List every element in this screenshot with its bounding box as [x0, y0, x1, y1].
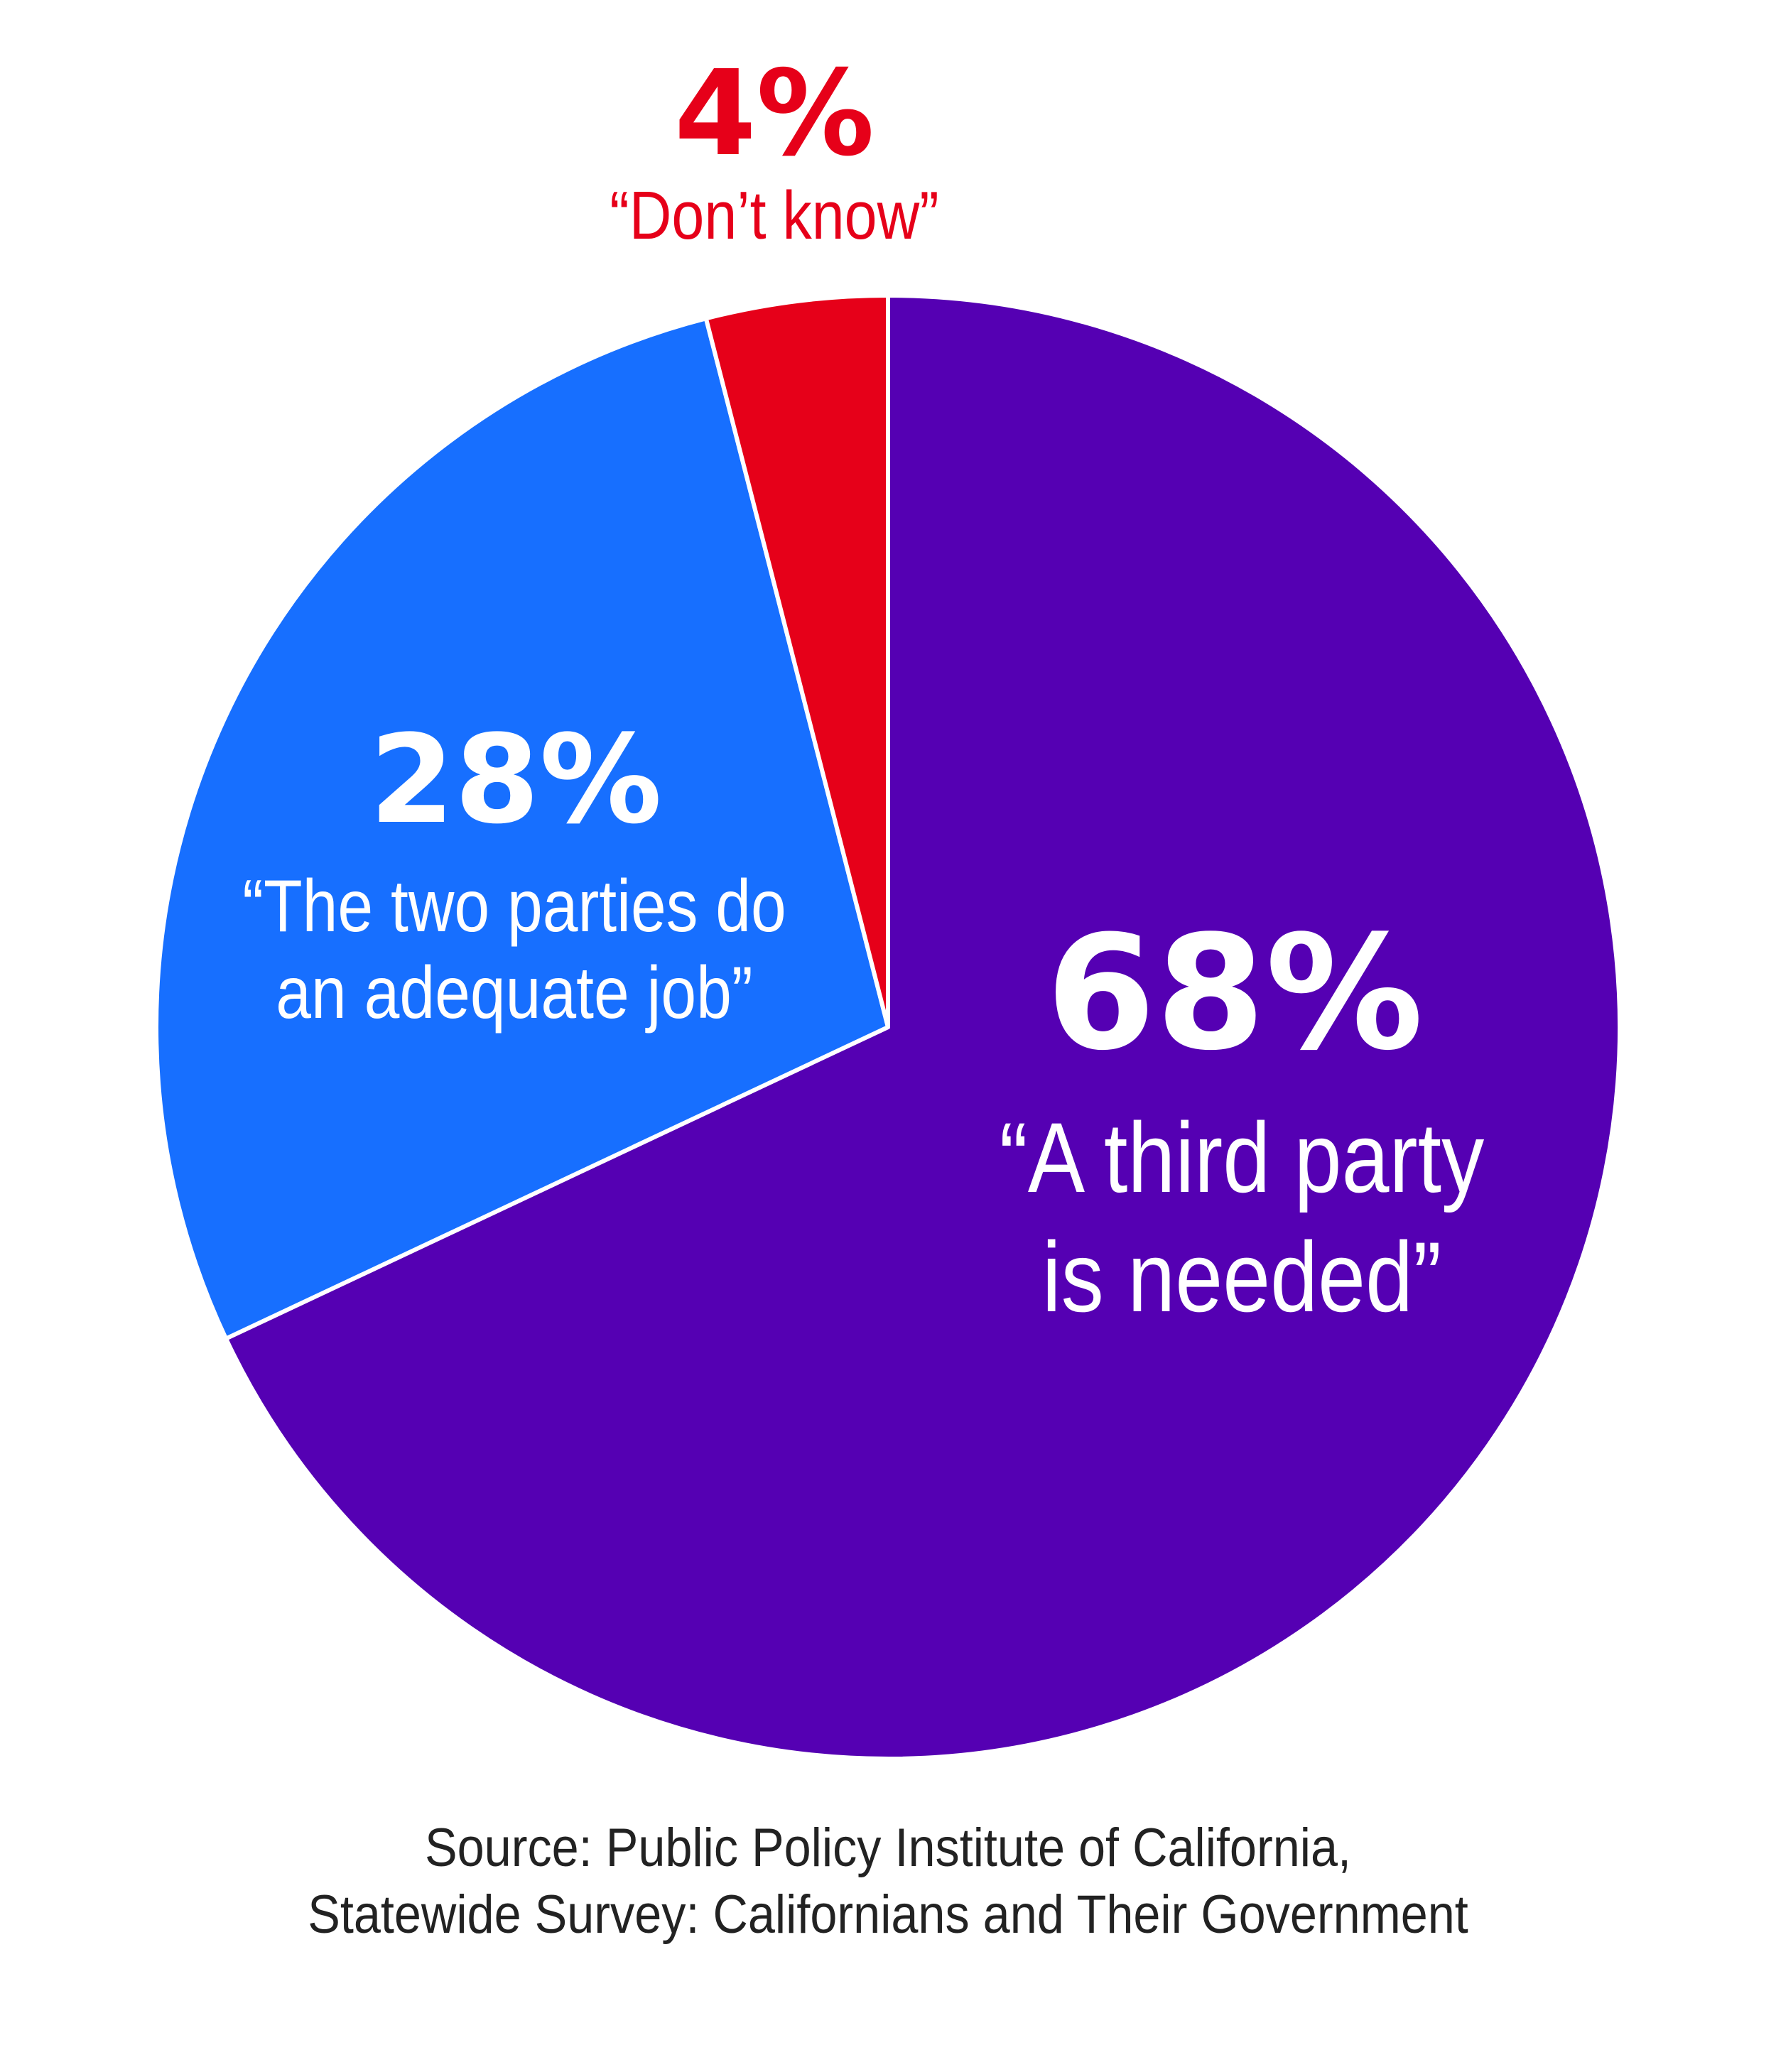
- slice-label-text-dont-know: “Don’t know”: [610, 178, 939, 254]
- slice-label-text-third-party-line1: “A third party: [999, 1102, 1485, 1213]
- slice-label-text-two-parties-line2: an adequate job”: [276, 952, 753, 1034]
- slice-label-text-two-parties-line1: “The two parties do: [242, 865, 786, 948]
- slice-label-percent-third-party: 68%: [1046, 902, 1424, 1085]
- pie-slice-third-party: [224, 293, 1622, 1761]
- slice-label-text-third-party-line2: is needed”: [1041, 1221, 1442, 1333]
- source-line-2: Statewide Survey: Californians and Their…: [308, 1884, 1468, 1945]
- slice-label-percent-two-parties: 28%: [369, 708, 662, 851]
- source-note: Source: Public Policy Institute of Calif…: [0, 1815, 1776, 1948]
- slice-label-percent-dont-know: 4%: [674, 45, 875, 183]
- pie-slice-dont-know: [703, 293, 890, 1029]
- pie-slice-two-parties: [154, 316, 890, 1341]
- source-line-1: Source: Public Policy Institute of Calif…: [424, 1818, 1352, 1878]
